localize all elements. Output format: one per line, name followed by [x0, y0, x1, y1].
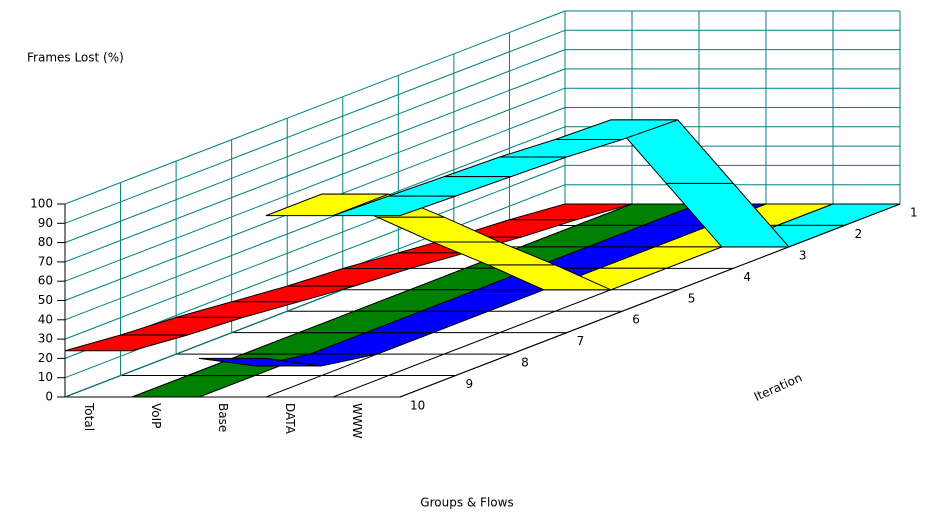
grid-line — [64, 87, 566, 282]
y-tick-label: 20 — [38, 351, 53, 365]
y-tick-label: 70 — [38, 254, 53, 268]
x-tick-label: Base — [216, 403, 230, 432]
y-tick-label: 100 — [30, 197, 53, 211]
y-tick-label: 10 — [38, 370, 53, 384]
x-tick-label: WWW — [350, 403, 364, 439]
y-axis-label: Frames Lost (%) — [27, 51, 124, 65]
x-tick-label: DATA — [283, 403, 297, 435]
ribbon-segment — [499, 139, 623, 158]
y-tick-label: 50 — [38, 293, 53, 307]
z-axis-label: Iteration — [752, 370, 804, 403]
ribbon-segment — [64, 334, 188, 352]
z-tick-label: 2 — [854, 227, 862, 241]
z-tick-label: 5 — [688, 291, 696, 305]
ribbon-segment — [332, 195, 456, 217]
z-tick-label: 9 — [466, 377, 474, 391]
z-tick-label: 1 — [910, 206, 918, 220]
z-tick-label: 8 — [521, 356, 529, 370]
x-tick-label: VoIP — [149, 403, 163, 428]
grid-line — [64, 29, 566, 224]
z-tick-label: 6 — [632, 313, 640, 327]
y-tick-label: 90 — [38, 216, 53, 230]
ribbon-segment — [198, 357, 322, 367]
z-tick-label: 7 — [577, 334, 585, 348]
grid-line — [64, 68, 566, 263]
grid-line — [64, 126, 566, 321]
grid-line — [64, 49, 566, 244]
x-axis-label: Groups & Flows — [420, 496, 513, 510]
y-tick-label: 30 — [38, 332, 53, 346]
grid-line — [64, 10, 566, 205]
y-tick-label: 80 — [38, 235, 53, 249]
x-tick-label: Total — [82, 402, 96, 431]
y-tick-label: 0 — [45, 390, 53, 404]
ribbon-segment — [120, 316, 244, 336]
z-tick-label: 3 — [799, 248, 807, 262]
ribbon-segment — [131, 375, 255, 398]
y-tick-label: 40 — [38, 312, 53, 326]
y-tick-label: 60 — [38, 274, 53, 288]
z-tick-label: 4 — [743, 270, 751, 284]
z-tick-label: 10 — [410, 399, 425, 413]
